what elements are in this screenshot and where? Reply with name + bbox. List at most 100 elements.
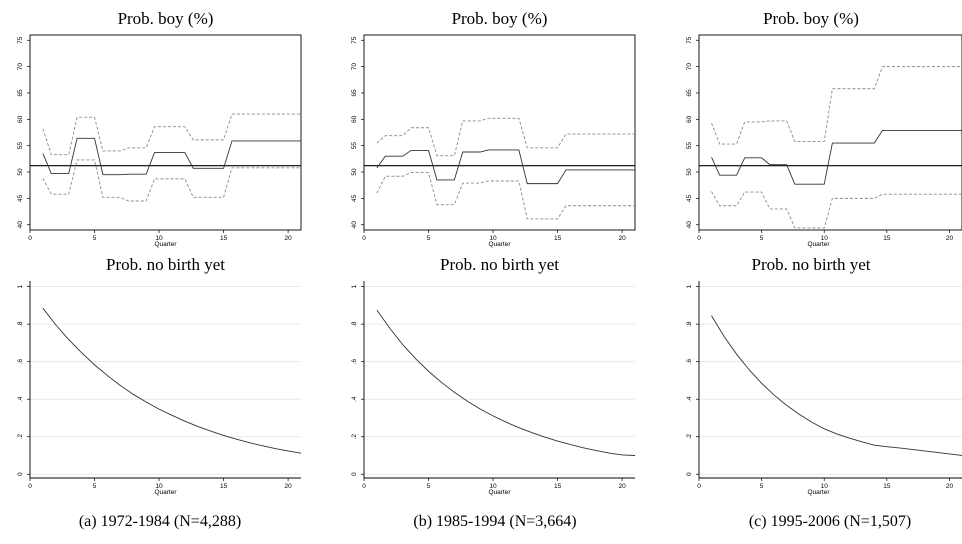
x-tick-label: 10 <box>821 483 829 490</box>
x-tick-label: 0 <box>362 483 366 490</box>
panel-b_boy: Prob. boy (%) 40 45 50 55 60 65 70 75 0 5 10 15 20 Qua… <box>351 9 636 248</box>
caption-a: (a) 1972-1984 (N=4,288) <box>79 513 241 530</box>
plot-frame <box>698 34 962 231</box>
panel-c_boy: Prob. boy (%) 40 45 50 55 60 65 70 75 0 5 10 15 20 Qua… <box>686 9 962 248</box>
y-tick-label: 1 <box>686 284 693 288</box>
y-tick-label: .2 <box>351 434 358 440</box>
series-lower-line <box>42 159 301 202</box>
y-tick-label: 50 <box>686 168 693 176</box>
caption-b: (b) 1985-1994 (N=3,664) <box>413 513 576 530</box>
x-tick-label: 5 <box>427 483 431 490</box>
x-tick-label: 10 <box>155 483 163 490</box>
x-tick-label: 5 <box>93 483 97 490</box>
y-tick-label: 70 <box>686 63 693 71</box>
caption-c: (c) 1995-2006 (N=1,507) <box>749 513 911 530</box>
y-tick-label: .6 <box>351 359 358 365</box>
series-estimate-line <box>376 149 635 185</box>
x-tick-label: 0 <box>697 483 701 490</box>
panel-title: Prob. no birth yet <box>106 255 225 274</box>
y-tick-label: 60 <box>686 115 693 123</box>
x-tick-label: 10 <box>489 483 497 490</box>
x-tick-label: 15 <box>220 483 228 490</box>
y-tick-label: 65 <box>351 89 358 97</box>
y-tick-label: 55 <box>686 142 693 150</box>
series-estimate-line <box>42 137 301 176</box>
x-axis-title: Quarter <box>488 489 511 496</box>
x-tick-label: 10 <box>821 235 829 242</box>
y-tick-label: 70 <box>17 63 24 71</box>
x-axis-title: Quarter <box>488 241 511 248</box>
y-tick-label: 60 <box>17 115 24 123</box>
y-tick-label: .6 <box>17 359 24 365</box>
x-axis-title: Quarter <box>807 489 830 496</box>
x-tick-label: 5 <box>427 235 431 242</box>
x-tick-label: 20 <box>618 235 626 242</box>
y-tick-label: 75 <box>686 36 693 44</box>
y-tick-label: 75 <box>351 36 358 44</box>
x-tick-label: 10 <box>155 235 163 242</box>
x-tick-label: 10 <box>489 235 497 242</box>
y-tick-label: 1 <box>17 284 24 288</box>
series-upper-line <box>42 113 301 156</box>
series-estimate-line <box>711 129 962 185</box>
x-axis-title: Quarter <box>807 241 830 248</box>
series-survival-line <box>711 315 962 456</box>
y-tick-label: 50 <box>17 168 24 176</box>
panel-title: Prob. no birth yet <box>752 255 871 274</box>
x-tick-label: 20 <box>946 235 954 242</box>
y-tick-label: .8 <box>17 321 24 327</box>
x-axis-title: Quarter <box>154 489 177 496</box>
y-tick-label: .2 <box>17 434 24 440</box>
x-tick-label: 15 <box>220 235 228 242</box>
plot-frame <box>363 34 636 231</box>
y-tick-label: .2 <box>686 434 693 440</box>
y-tick-label: .4 <box>686 396 693 402</box>
x-tick-label: 20 <box>946 483 954 490</box>
x-tick-label: 15 <box>554 235 562 242</box>
y-tick-label: 55 <box>17 142 24 150</box>
y-tick-label: 55 <box>351 142 358 150</box>
panel-title: Prob. no birth yet <box>440 255 559 274</box>
x-tick-label: 5 <box>760 235 764 242</box>
y-tick-label: 65 <box>17 89 24 97</box>
series-upper-line <box>711 66 962 145</box>
x-tick-label: 15 <box>883 483 891 490</box>
series-lower-line <box>376 172 635 220</box>
panel-a_boy: Prob. boy (%) 40 45 50 55 60 65 70 75 0 5 10 15 20 Qua… <box>17 9 302 248</box>
y-tick-label: 75 <box>17 36 24 44</box>
y-tick-label: 0 <box>17 472 24 476</box>
series-upper-line <box>376 117 635 157</box>
y-tick-label: 70 <box>351 63 358 71</box>
panel-title: Prob. boy (%) <box>452 9 548 28</box>
plot-frame <box>29 34 302 231</box>
y-tick-label: 45 <box>351 194 358 202</box>
y-tick-label: .4 <box>351 396 358 402</box>
y-tick-label: 40 <box>351 221 358 229</box>
y-tick-label: 0 <box>351 472 358 476</box>
y-tick-label: 1 <box>351 284 358 288</box>
x-tick-label: 20 <box>284 235 292 242</box>
x-tick-label: 5 <box>93 235 97 242</box>
panel-title: Prob. boy (%) <box>118 9 214 28</box>
x-tick-label: 20 <box>618 483 626 490</box>
y-tick-label: 60 <box>351 115 358 123</box>
series-lower-line <box>711 191 962 229</box>
series-survival-line <box>42 307 302 454</box>
x-axis-title: Quarter <box>154 241 177 248</box>
series-survival-line <box>376 309 636 456</box>
y-tick-label: .4 <box>17 396 24 402</box>
y-tick-label: 0 <box>686 472 693 476</box>
y-tick-label: .8 <box>686 321 693 327</box>
x-tick-label: 0 <box>28 235 32 242</box>
y-tick-label: 40 <box>686 221 693 229</box>
y-tick-label: 50 <box>351 168 358 176</box>
y-tick-label: 45 <box>17 194 24 202</box>
y-tick-label: 45 <box>686 194 693 202</box>
y-tick-label: 40 <box>17 221 24 229</box>
x-tick-label: 20 <box>284 483 292 490</box>
x-tick-label: 0 <box>362 235 366 242</box>
